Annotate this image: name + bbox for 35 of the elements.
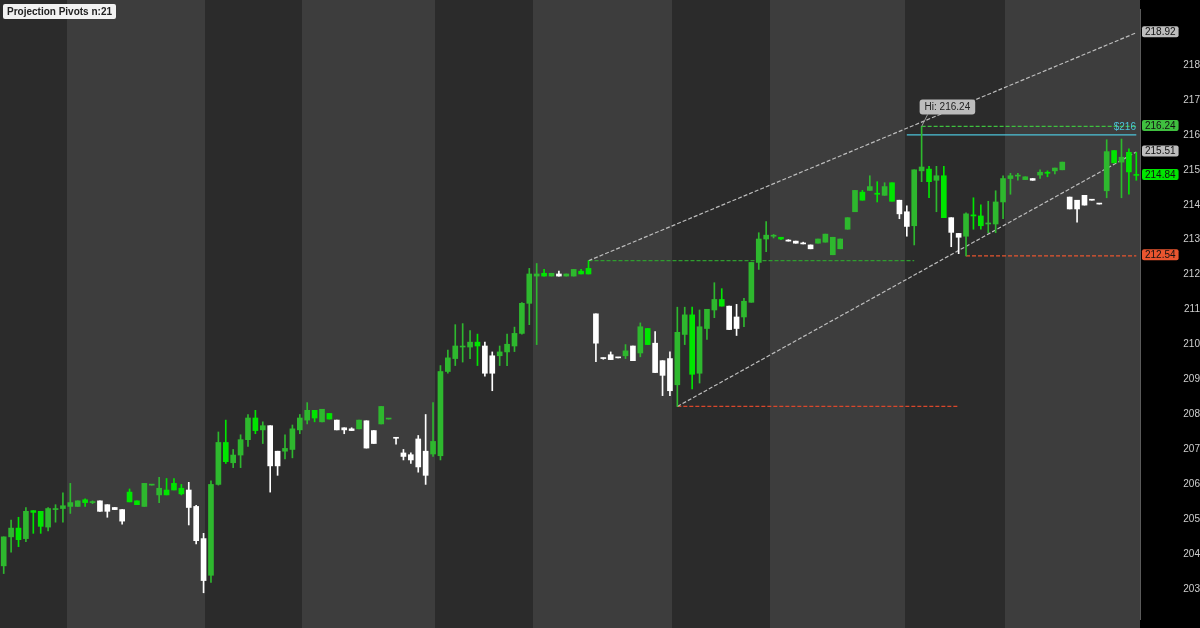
data-label: 215.51	[1145, 145, 1177, 157]
text: 214.84	[1145, 168, 1176, 180]
y-tick-label: 216	[1183, 128, 1200, 140]
candlestick	[1133, 151, 1140, 181]
candlestick	[259, 421, 266, 444]
y-tick-label: 217	[1183, 93, 1200, 105]
annotation: Hi: 216.24	[924, 100, 971, 112]
y-tick-label: 204	[1183, 548, 1200, 560]
y-tick-label: 212	[1183, 268, 1200, 280]
y-tick-label: 209	[1183, 373, 1200, 385]
annotation: $216	[1113, 120, 1137, 132]
data-label: 218.92	[1145, 26, 1177, 38]
y-tick-label: 210	[1183, 338, 1200, 350]
y-tick-label: 207	[1183, 443, 1200, 455]
y-tick-label: 206	[1183, 478, 1200, 490]
candlestick	[496, 345, 503, 366]
candlestick	[430, 402, 436, 457]
y-tick-label: 214	[1183, 198, 1200, 210]
candlestick	[763, 221, 769, 252]
candlestick	[504, 333, 510, 366]
data-label: 216.24	[1145, 119, 1177, 131]
y-tick-label: 218	[1183, 58, 1200, 70]
y-tick-label: 211	[1184, 303, 1200, 315]
candlestick	[282, 434, 288, 460]
chart-title: Projection Pivots n:21	[3, 4, 117, 19]
y-tick-label: 203	[1183, 583, 1200, 595]
candlestick	[467, 330, 473, 359]
y-tick-label: 213	[1183, 233, 1200, 245]
y-tick-label: 208	[1183, 408, 1200, 420]
candlestick	[874, 181, 881, 203]
y-tick-label: 215	[1183, 163, 1200, 175]
candlestick	[393, 436, 399, 445]
data-label: 212.54	[1145, 249, 1177, 261]
y-tick-label: 205	[1183, 513, 1200, 525]
candlestick	[30, 510, 37, 534]
